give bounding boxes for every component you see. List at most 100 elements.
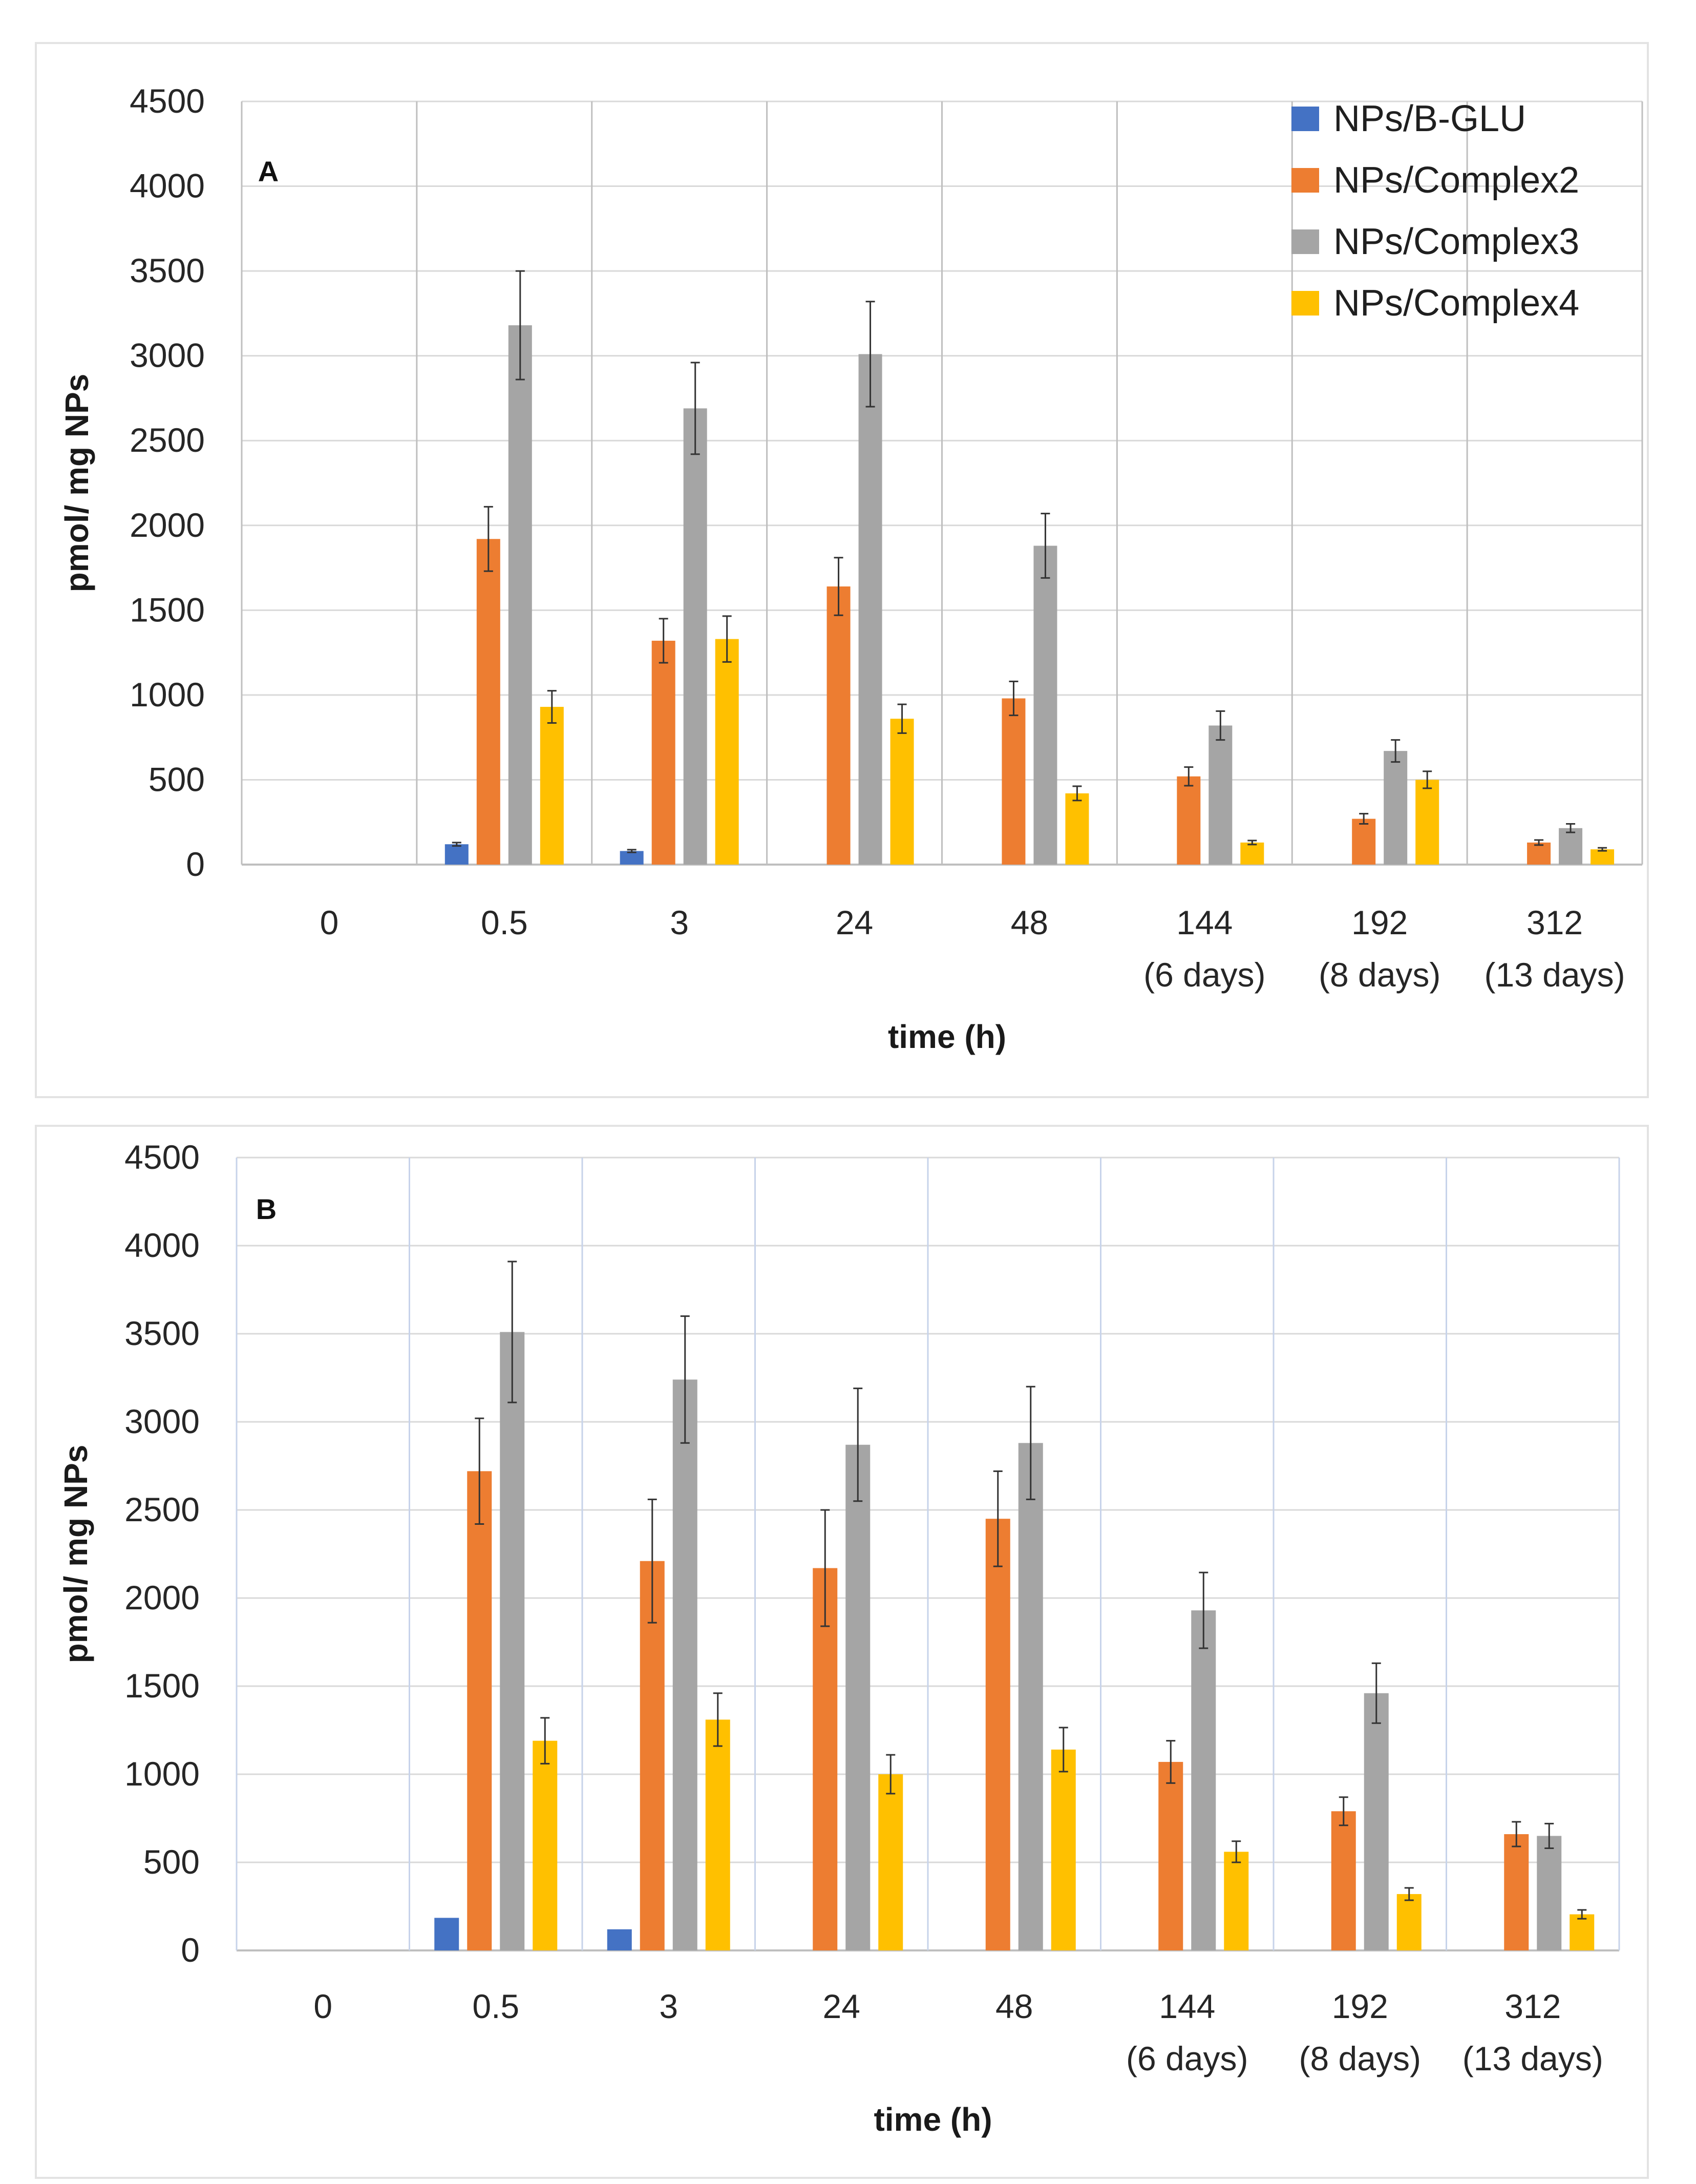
y-tick-label: 1000 [124, 1755, 200, 1793]
bar-nps-complex4 [890, 719, 914, 865]
bar-nps-complex2 [1352, 818, 1376, 865]
y-tick-label: 0 [181, 1931, 200, 1969]
y-tick-label: 3500 [124, 1314, 200, 1352]
x-tick-label: 0.5 [472, 1987, 519, 2025]
bar-nps-complex3 [1018, 1443, 1043, 1950]
y-tick-label: 1000 [130, 676, 205, 713]
bar-nps-complex2 [985, 1519, 1010, 1950]
bar-nps-complex4 [878, 1774, 903, 1950]
bar-nps-complex2 [813, 1568, 838, 1950]
bar-nps-complex3 [1364, 1693, 1389, 1950]
legend-label: NPs/Complex2 [1333, 160, 1579, 201]
bar-nps-complex3 [1384, 751, 1408, 865]
x-axis-title: time (h) [888, 1018, 1006, 1055]
bar-nps-complex2 [1158, 1761, 1183, 1950]
bar-nps-complex4 [540, 707, 564, 865]
bar-nps-complex4 [1591, 849, 1615, 865]
x-tick-sublabel: (8 days) [1299, 2040, 1421, 2077]
x-tick-label: 0 [320, 904, 339, 941]
panel-letter: B [256, 1193, 277, 1225]
x-tick-sublabel: (8 days) [1319, 956, 1440, 994]
y-axis-title: pmol/ mg NPs [58, 374, 95, 593]
bar-nps-complex4 [705, 1719, 730, 1950]
y-tick-label: 4500 [124, 1138, 200, 1176]
legend-swatch-nps-complex3 [1291, 229, 1319, 254]
bar-nps-complex4 [1065, 793, 1089, 865]
panel-letter: A [258, 155, 279, 187]
bar-nps-complex4 [1396, 1894, 1422, 1950]
bar-nps-complex4 [1240, 842, 1264, 865]
bar-nps-complex3 [508, 325, 532, 865]
bar-nps-complex4 [1224, 1852, 1249, 1950]
bar-nps-complex3 [845, 1444, 871, 1950]
x-axis-title: time (h) [874, 2101, 992, 2138]
bar-nps-complex3 [1537, 1836, 1562, 1950]
x-tick-sublabel: (13 days) [1485, 956, 1625, 994]
bar-nps-complex3 [672, 1379, 697, 1950]
bar-nps-b-glu [607, 1929, 632, 1950]
y-tick-label: 2000 [124, 1579, 200, 1616]
bar-nps-complex3 [683, 408, 707, 865]
x-tick-label: 192 [1332, 1987, 1388, 2025]
y-tick-label: 1500 [130, 591, 205, 628]
x-tick-label: 48 [995, 1987, 1033, 2025]
bar-nps-complex2 [1504, 1834, 1529, 1950]
x-tick-label: 24 [823, 1987, 860, 2025]
bar-nps-complex2 [640, 1561, 665, 1950]
chart-panel-a: 0 500 1000 1500 2000 2500 3000 3500 4000 4500 0 0.5… [35, 42, 1649, 1098]
bar-nps-complex2 [1527, 842, 1551, 865]
x-tick-sublabel: (13 days) [1462, 2040, 1603, 2077]
bar-nps-complex3 [1033, 545, 1057, 865]
bar-nps-b-glu [444, 844, 469, 865]
x-tick-label: 192 [1351, 904, 1408, 941]
x-tick-label: 24 [836, 904, 873, 941]
legend-label: NPs/Complex4 [1333, 283, 1579, 324]
bar-nps-complex2 [1177, 776, 1201, 865]
bar-nps-complex3 [1209, 725, 1233, 865]
x-tick-label: 144 [1159, 1987, 1215, 2025]
y-tick-label: 3000 [130, 337, 205, 374]
x-tick-sublabel: (6 days) [1143, 956, 1265, 994]
bar-nps-complex3 [858, 354, 882, 865]
y-tick-label: 1500 [124, 1667, 200, 1705]
chart-panel-b: 0 500 1000 1500 2000 2500 3000 3500 4000 4500 0 0.5… [35, 1125, 1649, 2179]
chart-b-svg: 0 500 1000 1500 2000 2500 3000 3500 4000 4500 0 0.5… [57, 1138, 1620, 2138]
x-tick-label: 3 [659, 1987, 678, 2025]
bar-nps-complex4 [1415, 780, 1439, 865]
y-tick-label: 3000 [124, 1402, 200, 1440]
y-tick-label: 2500 [130, 421, 205, 459]
legend-label: NPs/B-GLU [1333, 98, 1526, 139]
legend-swatch-nps-b-glu [1291, 107, 1319, 131]
bar-nps-complex4 [715, 639, 739, 865]
chart-a-svg: 0 500 1000 1500 2000 2500 3000 3500 4000 4500 0 0.5… [58, 82, 1643, 1055]
x-tick-label: 3 [670, 904, 689, 941]
bar-nps-complex2 [476, 539, 500, 865]
x-tick-label: 312 [1504, 1987, 1561, 2025]
y-tick-label: 0 [186, 845, 205, 883]
y-tick-label: 4000 [130, 167, 205, 205]
bar-nps-complex3 [1191, 1610, 1216, 1950]
x-tick-label: 0 [313, 1987, 332, 2025]
bar-nps-b-glu [620, 851, 644, 865]
bar-nps-complex2 [826, 586, 851, 865]
y-tick-label: 2500 [124, 1490, 200, 1528]
x-tick-label: 48 [1011, 904, 1048, 941]
x-tick-label: 144 [1176, 904, 1233, 941]
y-axis-title: pmol/ mg NPs [57, 1445, 94, 1664]
y-tick-label: 500 [149, 760, 205, 798]
bar-nps-complex4 [1051, 1749, 1076, 1950]
x-tick-sublabel: (6 days) [1126, 2040, 1248, 2077]
y-tick-label: 500 [143, 1843, 200, 1881]
bar-nps-complex4 [1570, 1914, 1595, 1950]
bar-nps-complex4 [533, 1740, 558, 1950]
bar-nps-complex2 [1002, 698, 1026, 865]
legend-label: NPs/Complex3 [1333, 221, 1579, 262]
y-tick-label: 4500 [130, 82, 205, 120]
bar-nps-complex2 [1331, 1811, 1356, 1950]
x-tick-label: 0.5 [481, 904, 528, 941]
y-tick-label: 4000 [124, 1226, 200, 1264]
bar-nps-complex3 [500, 1332, 525, 1950]
y-tick-label: 3500 [130, 251, 205, 289]
y-tick-label: 2000 [130, 506, 205, 544]
bar-nps-complex2 [651, 640, 675, 865]
